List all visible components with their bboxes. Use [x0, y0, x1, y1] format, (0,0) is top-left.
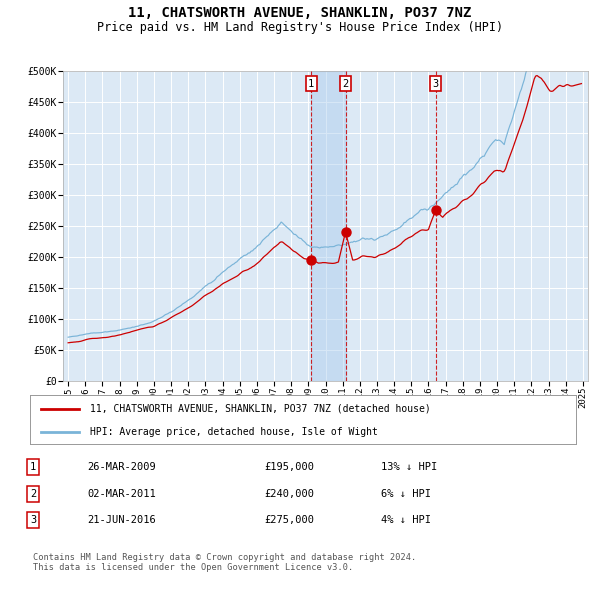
Text: 11, CHATSWORTH AVENUE, SHANKLIN, PO37 7NZ: 11, CHATSWORTH AVENUE, SHANKLIN, PO37 7N… — [128, 6, 472, 20]
Bar — [311, 71, 346, 381]
Text: 26-MAR-2009: 26-MAR-2009 — [87, 463, 156, 472]
Text: £275,000: £275,000 — [264, 516, 314, 525]
Text: 4% ↓ HPI: 4% ↓ HPI — [381, 516, 431, 525]
Text: 1: 1 — [30, 463, 36, 472]
Text: Price paid vs. HM Land Registry's House Price Index (HPI): Price paid vs. HM Land Registry's House … — [97, 21, 503, 34]
Text: 21-JUN-2016: 21-JUN-2016 — [87, 516, 156, 525]
Text: HPI: Average price, detached house, Isle of Wight: HPI: Average price, detached house, Isle… — [90, 427, 378, 437]
Text: 3: 3 — [433, 78, 439, 88]
Text: 11, CHATSWORTH AVENUE, SHANKLIN, PO37 7NZ (detached house): 11, CHATSWORTH AVENUE, SHANKLIN, PO37 7N… — [90, 404, 431, 414]
Text: 2: 2 — [343, 78, 349, 88]
Text: 6% ↓ HPI: 6% ↓ HPI — [381, 489, 431, 499]
Text: 13% ↓ HPI: 13% ↓ HPI — [381, 463, 437, 472]
Text: 2: 2 — [30, 489, 36, 499]
Text: Contains HM Land Registry data © Crown copyright and database right 2024.
This d: Contains HM Land Registry data © Crown c… — [33, 553, 416, 572]
Text: £195,000: £195,000 — [264, 463, 314, 472]
Text: 02-MAR-2011: 02-MAR-2011 — [87, 489, 156, 499]
Text: 1: 1 — [308, 78, 314, 88]
Text: £240,000: £240,000 — [264, 489, 314, 499]
Text: 3: 3 — [30, 516, 36, 525]
